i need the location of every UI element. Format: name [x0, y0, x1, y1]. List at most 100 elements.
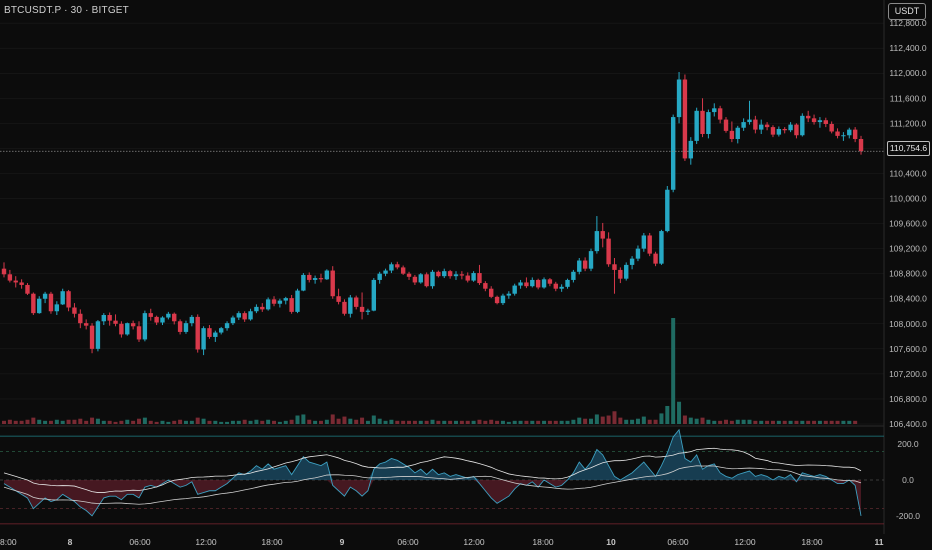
candle-body [764, 124, 770, 128]
time-tick-label: 18:00 [801, 537, 823, 547]
candle-body [148, 313, 153, 317]
volume-bar [330, 414, 335, 424]
volume-bar [418, 420, 423, 424]
volume-bar [430, 419, 435, 424]
volume-bar [665, 405, 670, 424]
candle-body [295, 290, 300, 312]
candle-body [852, 129, 858, 140]
volume-bar [765, 420, 770, 424]
candle-body [729, 130, 735, 140]
volume-bar [506, 421, 511, 424]
candle-body [670, 117, 676, 190]
volume-bar [342, 416, 347, 424]
time-tick-label: 06:00 [397, 537, 419, 547]
volume-bar [542, 420, 547, 424]
volume-bar [565, 420, 570, 424]
volume-bar [295, 415, 300, 424]
candle-body [600, 231, 605, 239]
candle-body [348, 297, 353, 314]
candle-body [559, 286, 564, 289]
candle-body [741, 122, 746, 128]
volume-bars [2, 318, 858, 424]
volume-bar [277, 421, 282, 424]
volume-bar [724, 419, 729, 424]
candle-body [19, 282, 24, 285]
osc-positive-fill [4, 429, 862, 480]
candle-body [95, 321, 101, 349]
last-price-label: 110,754.6 [887, 141, 930, 156]
volume-bar [272, 420, 277, 424]
candles [1, 71, 864, 356]
candle-body [195, 316, 200, 350]
candle-body [201, 328, 206, 350]
time-tick-label: 06:00 [667, 537, 689, 547]
volume-bar [7, 419, 12, 424]
candle-body [430, 271, 435, 287]
candle-body [83, 323, 89, 326]
candle-body [712, 108, 717, 113]
volume-bar [178, 419, 183, 424]
volume-bar [741, 419, 746, 424]
time-tick-label: 9 [340, 537, 345, 547]
volume-bar [489, 419, 494, 424]
currency-button[interactable]: USDT [888, 3, 926, 20]
volume-bar [653, 419, 658, 424]
time-tick-label: 12:00 [463, 537, 485, 547]
symbol-title[interactable]: BTCUSDT.P · 30 · BITGET [4, 5, 129, 16]
volume-bar [571, 419, 576, 424]
volume-bar [647, 419, 652, 424]
volume-bar [266, 419, 271, 424]
candle-body [113, 320, 118, 324]
candle-body [717, 108, 723, 120]
volume-bar [577, 417, 582, 424]
time-tick-label: 11 [875, 537, 884, 547]
candle-body [142, 313, 148, 340]
price-tick-label: 106,800.0 [889, 394, 927, 404]
volume-bar [119, 420, 124, 424]
volume-bar [307, 419, 312, 424]
volume-bar [659, 413, 664, 424]
volume-bar [54, 419, 59, 424]
volume-bar [142, 417, 147, 424]
candle-body [606, 238, 611, 265]
oscillator-pane [0, 428, 884, 525]
candle-body [829, 123, 834, 132]
candle-body [119, 323, 124, 335]
volume-bar [847, 420, 852, 424]
volume-bar [823, 420, 828, 424]
candle-body [535, 279, 541, 288]
candle-body [342, 301, 347, 314]
volume-bar [553, 420, 558, 424]
candle-body [312, 278, 318, 280]
volume-bar [729, 420, 734, 424]
time-tick-label: 12:00 [734, 537, 756, 547]
volume-bar [706, 419, 711, 424]
price-axis[interactable]: 106,400.0 106,800.0 107,200.0 107,600.0 108,… [889, 18, 927, 429]
oscillator-axis: 200.0 0.0 -200.0 [896, 439, 920, 521]
candle-body [166, 313, 171, 318]
volume-bar [248, 420, 253, 424]
volume-bar [66, 419, 71, 424]
volume-bar [2, 420, 6, 424]
candle-body [1, 268, 7, 275]
candle-body [160, 317, 165, 323]
candle-body [254, 306, 259, 312]
volume-bar [131, 420, 136, 424]
osc-main-line [3, 428, 862, 517]
volume-bar [442, 420, 447, 424]
price-tick-label: 108,400.0 [889, 294, 927, 304]
candle-body [48, 293, 54, 312]
price-tick-label: 107,600.0 [889, 344, 927, 354]
price-tick-label: 109,200.0 [889, 244, 927, 254]
time-axis[interactable]: 8:00 8 06:00 12:00 18:00 9 06:00 12:00 18:00 10 06… [0, 537, 884, 547]
volume-bar [107, 420, 112, 424]
osc-smoothed-line [3, 465, 862, 505]
candle-body [524, 282, 529, 287]
candle-body [283, 298, 288, 301]
volume-bar [835, 420, 840, 424]
volume-bar [606, 415, 611, 424]
candle-body [747, 119, 752, 123]
volume-bar [401, 420, 406, 424]
candle-body [37, 298, 42, 314]
